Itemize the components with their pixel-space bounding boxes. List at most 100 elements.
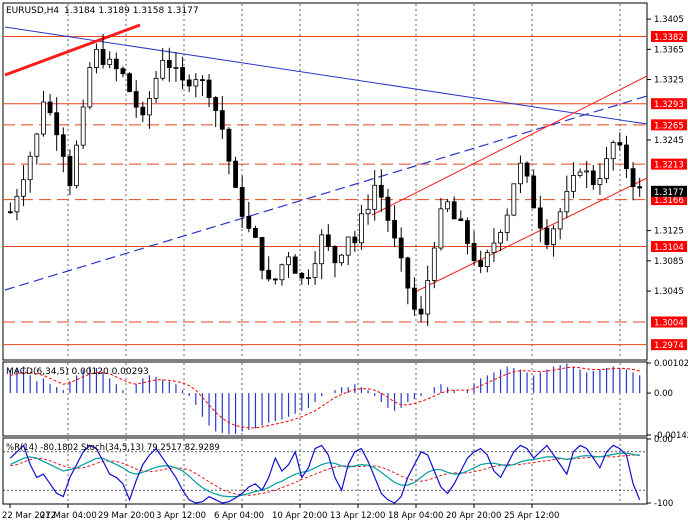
candle-bullish (319, 234, 325, 265)
candle-bullish (147, 98, 152, 116)
level-tag-text: 1.3293 (654, 100, 684, 110)
candle-bullish (557, 211, 563, 230)
wpr-line (9, 444, 641, 504)
level-tag-text: 1.3104 (654, 243, 684, 253)
candle-bullish (372, 184, 378, 210)
candle-bullish (577, 171, 583, 176)
ohlc-label: 1.3184 1.3189 1.3158 1.3177 (64, 6, 199, 16)
candle-bullish (431, 247, 437, 281)
stoch-signal-line (10, 454, 640, 496)
candle-bullish (491, 242, 497, 253)
candle-bullish (604, 158, 609, 179)
candle-bearish (113, 58, 119, 70)
level-tag-1.3293 (651, 98, 687, 110)
macd-y-label: 0.00102 (654, 359, 688, 369)
x-tick-label: 27 Mar 04:00 (40, 511, 97, 521)
candle-bearish (398, 237, 404, 259)
candle-bullish (484, 252, 490, 267)
candle-bullish (173, 67, 179, 69)
osc-y-label: 0.00 (654, 435, 673, 445)
channel-lower-line (414, 177, 648, 293)
candle-bullish (107, 58, 113, 65)
candle-bearish (219, 110, 225, 130)
candle-bearish (239, 187, 245, 217)
candle-bearish (392, 220, 397, 239)
level-tag-text: 1.3166 (654, 196, 684, 206)
x-tick-label: 3 Apr 12:00 (156, 511, 206, 521)
candle-bearish (405, 257, 411, 289)
candle-bearish (253, 228, 258, 238)
candle-bearish (272, 278, 278, 281)
osc-y-label: -100 (654, 499, 673, 509)
candle-bullish (498, 232, 503, 244)
candle-bearish (100, 48, 106, 65)
candle-bearish (186, 79, 192, 87)
level-tag-1.3004 (651, 316, 687, 328)
macd-indicator (9, 363, 641, 435)
candle-bullish (160, 60, 166, 79)
candle-bullish (345, 236, 351, 256)
candle-bearish (60, 134, 66, 157)
symbol-label: EURUSD,H4 (6, 6, 59, 16)
candle-bearish (7, 211, 13, 214)
candle-bullish (312, 263, 318, 278)
candle-bullish (87, 67, 93, 108)
x-tick-label: 18 Apr 04:00 (388, 511, 443, 521)
candle-bullish (551, 228, 556, 245)
level-tag-text: 1.3382 (654, 33, 684, 43)
candle-bearish (54, 112, 60, 136)
candle-bullish (584, 170, 590, 173)
channel-upper-line (371, 75, 648, 216)
candle-bearish (259, 237, 265, 271)
level-tag-text: 1.3004 (654, 318, 684, 328)
candle-bullish (306, 277, 311, 279)
oscillator-title: %R(14) -80.1802 Stoch(34,5,13) 79.2517 8… (6, 443, 220, 453)
candle-bearish (524, 162, 530, 177)
current-price-text: 1.3177 (654, 188, 684, 198)
candle-bullish (193, 79, 199, 87)
macd-signal-line (10, 366, 640, 429)
level-tag-1.3213 (651, 158, 687, 170)
candle-bearish (266, 269, 272, 280)
level-tag-text: 1.2974 (654, 341, 684, 351)
y-tick-label: 1.3405 (654, 15, 684, 25)
y-tick-label: 1.3125 (654, 227, 684, 237)
level-tag-text: 1.3265 (654, 121, 684, 131)
candle-bullish (41, 101, 46, 135)
candle-bullish (511, 183, 517, 216)
candle-bearish (412, 287, 417, 310)
candle-bearish (233, 160, 238, 188)
candle-bearish (47, 101, 53, 114)
candle-bullish (74, 144, 79, 187)
candle-bearish (332, 246, 338, 264)
candle-bullish (504, 214, 510, 233)
candle-bearish (226, 128, 232, 162)
candles (7, 33, 643, 327)
candle-bearish (471, 243, 477, 262)
candle-bearish (378, 184, 384, 198)
y-tick-label: 1.3245 (654, 136, 684, 146)
candle-bearish (637, 186, 643, 189)
level-tag-1.3166 (651, 194, 687, 206)
macd-title: MACD(6,34,5) 0.00120 0.00293 (6, 367, 149, 377)
candle-bearish (352, 236, 358, 244)
y-tick-label: 1.3365 (654, 45, 684, 55)
candle-bearish (180, 67, 185, 81)
candle-bearish (544, 227, 550, 245)
candle-bearish (206, 79, 212, 98)
candle-bearish (127, 73, 132, 92)
candle-bullish (153, 77, 159, 99)
candle-bearish (451, 201, 457, 220)
horizontal-levels: 1.3382 1.3293 1.3265 1.3213 1.3166 1.3104 1.30… (3, 30, 687, 351)
level-tag-1.2974 (651, 339, 687, 351)
candle-bearish (200, 79, 205, 82)
candle-bullish (286, 256, 291, 266)
candle-bearish (299, 272, 305, 279)
x-tick-label: 10 Apr 20:00 (272, 511, 327, 521)
x-tick-label: 22 Mar 2012 (2, 511, 56, 521)
y-tick-label: 1.3045 (654, 287, 684, 297)
candle-bearish (133, 91, 139, 108)
candle-bullish (518, 162, 523, 185)
